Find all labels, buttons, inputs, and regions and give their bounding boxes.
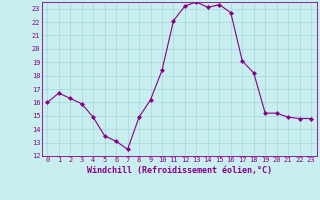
X-axis label: Windchill (Refroidissement éolien,°C): Windchill (Refroidissement éolien,°C) (87, 166, 272, 175)
